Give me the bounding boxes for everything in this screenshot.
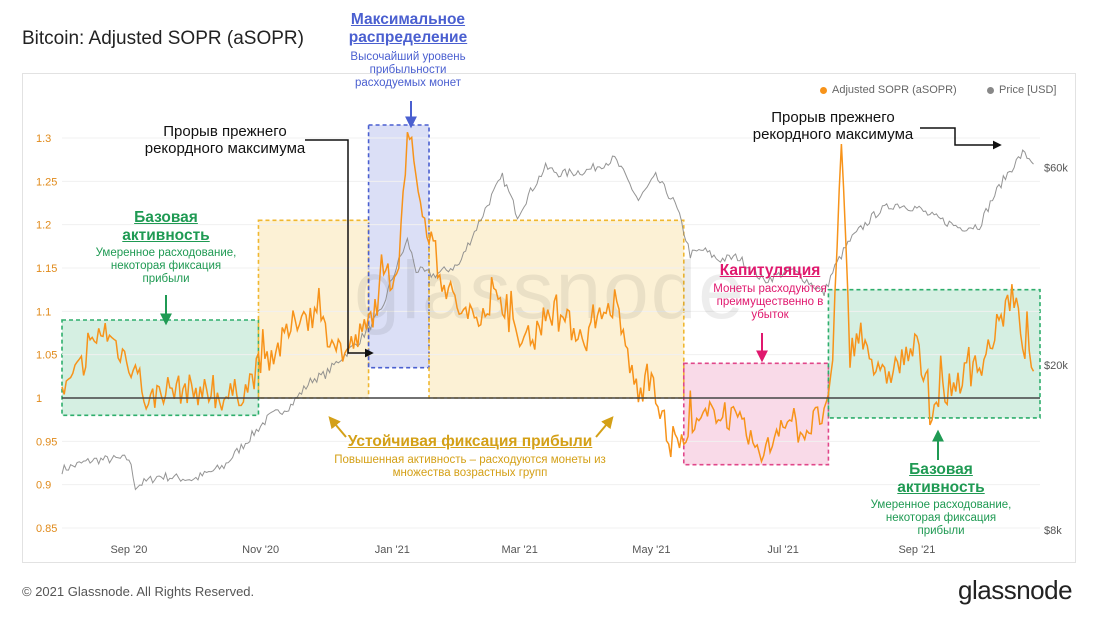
arrow-breakout-left — [305, 139, 374, 358]
region-profit-1 — [257, 219, 370, 399]
x-tick-label: Mar '21 — [502, 544, 538, 556]
annotation-baseline-left-body: Умеренное расходование, некоторая фиксац… — [95, 246, 237, 286]
plot-frame — [22, 73, 1076, 563]
asopr-series-layer — [61, 131, 1040, 464]
footer-brand-logo: glassnode — [958, 575, 1073, 605]
annotation-baseline-right-title: Базовая активность — [897, 461, 985, 496]
arrow-profit-right — [595, 416, 614, 438]
annotation-profit-body: Повышенная активность – расходуются моне… — [334, 453, 606, 480]
x-tick-label: May '21 — [632, 544, 670, 556]
watermark-text: glassnode — [354, 245, 746, 336]
annotation-baseline-right-body: Умеренное расходование, некоторая фиксац… — [870, 498, 1012, 538]
x-tick-label: Sep '20 — [110, 544, 147, 556]
x-tick-label: Sep '21 — [898, 544, 935, 556]
legend-asopr-label: Adjusted SOPR (aSOPR) — [832, 84, 957, 96]
y-right-tick-label: $20k — [1044, 360, 1068, 372]
y-tick-label: 1.05 — [36, 350, 57, 362]
annotation-capitulation: Капитуляция Монеты расходуются преимущес… — [700, 262, 840, 322]
annotation-capitulation-title: Капитуляция — [719, 262, 821, 279]
arrow-breakout-right — [920, 127, 1002, 150]
legend-asopr-marker — [820, 86, 827, 94]
callout-breakout-right: Прорыв прежнего рекордного максимума — [752, 109, 914, 143]
legend-price[interactable]: Price [USD] — [987, 84, 1056, 96]
arrow-profit-left — [328, 416, 347, 438]
price-series-layer — [61, 149, 1034, 491]
annotation-distribution-body: Высочайший уровень прибыльности расходуе… — [350, 50, 466, 90]
y-tick-label: 1.25 — [36, 176, 57, 188]
footer-copyright: © 2021 Glassnode. All Rights Reserved. — [22, 584, 255, 599]
callout-breakout-left: Прорыв прежнего рекордного максимума — [144, 123, 306, 157]
annotation-baseline-right: Базовая активность Умеренное расходовани… — [861, 461, 1021, 538]
annotation-capitulation-body: Монеты расходуются преимущественно в убы… — [713, 282, 827, 322]
annotation-profit: Устойчивая фиксация прибыли Повышенная а… — [320, 433, 620, 480]
annotation-profit-title: Устойчивая фиксация прибыли — [347, 433, 593, 450]
legend-price-label: Price [USD] — [999, 84, 1057, 96]
region-baseline-1 — [61, 319, 260, 417]
y-tick-label: 1 — [36, 393, 42, 405]
y-tick-label: 1.1 — [36, 306, 51, 318]
y-tick-label: 0.85 — [36, 523, 57, 535]
y-tick-label: 1.3 — [36, 133, 51, 145]
price-line — [61, 149, 1034, 491]
x-tick-label: Jul '21 — [767, 544, 798, 556]
annotation-distribution: Максимальное распределение Высочайший ур… — [338, 11, 478, 90]
y-right-tick-label: $8k — [1044, 525, 1062, 537]
y-tick-label: 1.2 — [36, 220, 51, 232]
y-tick-label: 1.15 — [36, 263, 57, 275]
chart-title: Bitcoin: Adjusted SOPR (aSOPR) — [22, 28, 304, 49]
y-right-tick-label: $60k — [1044, 163, 1068, 175]
annotation-baseline-left: Базовая активность Умеренное расходовани… — [86, 209, 246, 286]
legend-asopr[interactable]: Adjusted SOPR (aSOPR) — [820, 84, 957, 96]
axis-layer: 0.85 0.9 0.95 1 1.05 1.1 1.15 1.2 1.25 1.3 $8k $20k… — [36, 133, 1068, 556]
x-tick-label: Jan '21 — [375, 544, 410, 556]
y-tick-label: 0.95 — [36, 436, 57, 448]
annotation-distribution-title: Максимальное распределение — [348, 11, 468, 46]
y-tick-label: 0.9 — [36, 480, 51, 492]
annotation-baseline-left-title: Базовая активность — [122, 209, 210, 244]
x-tick-label: Nov '20 — [242, 544, 279, 556]
arrow-layer — [160, 101, 1002, 460]
region-distribution — [367, 124, 430, 369]
legend-price-marker — [987, 86, 994, 94]
asopr-line — [61, 131, 1035, 464]
region-capitulation — [682, 362, 830, 466]
